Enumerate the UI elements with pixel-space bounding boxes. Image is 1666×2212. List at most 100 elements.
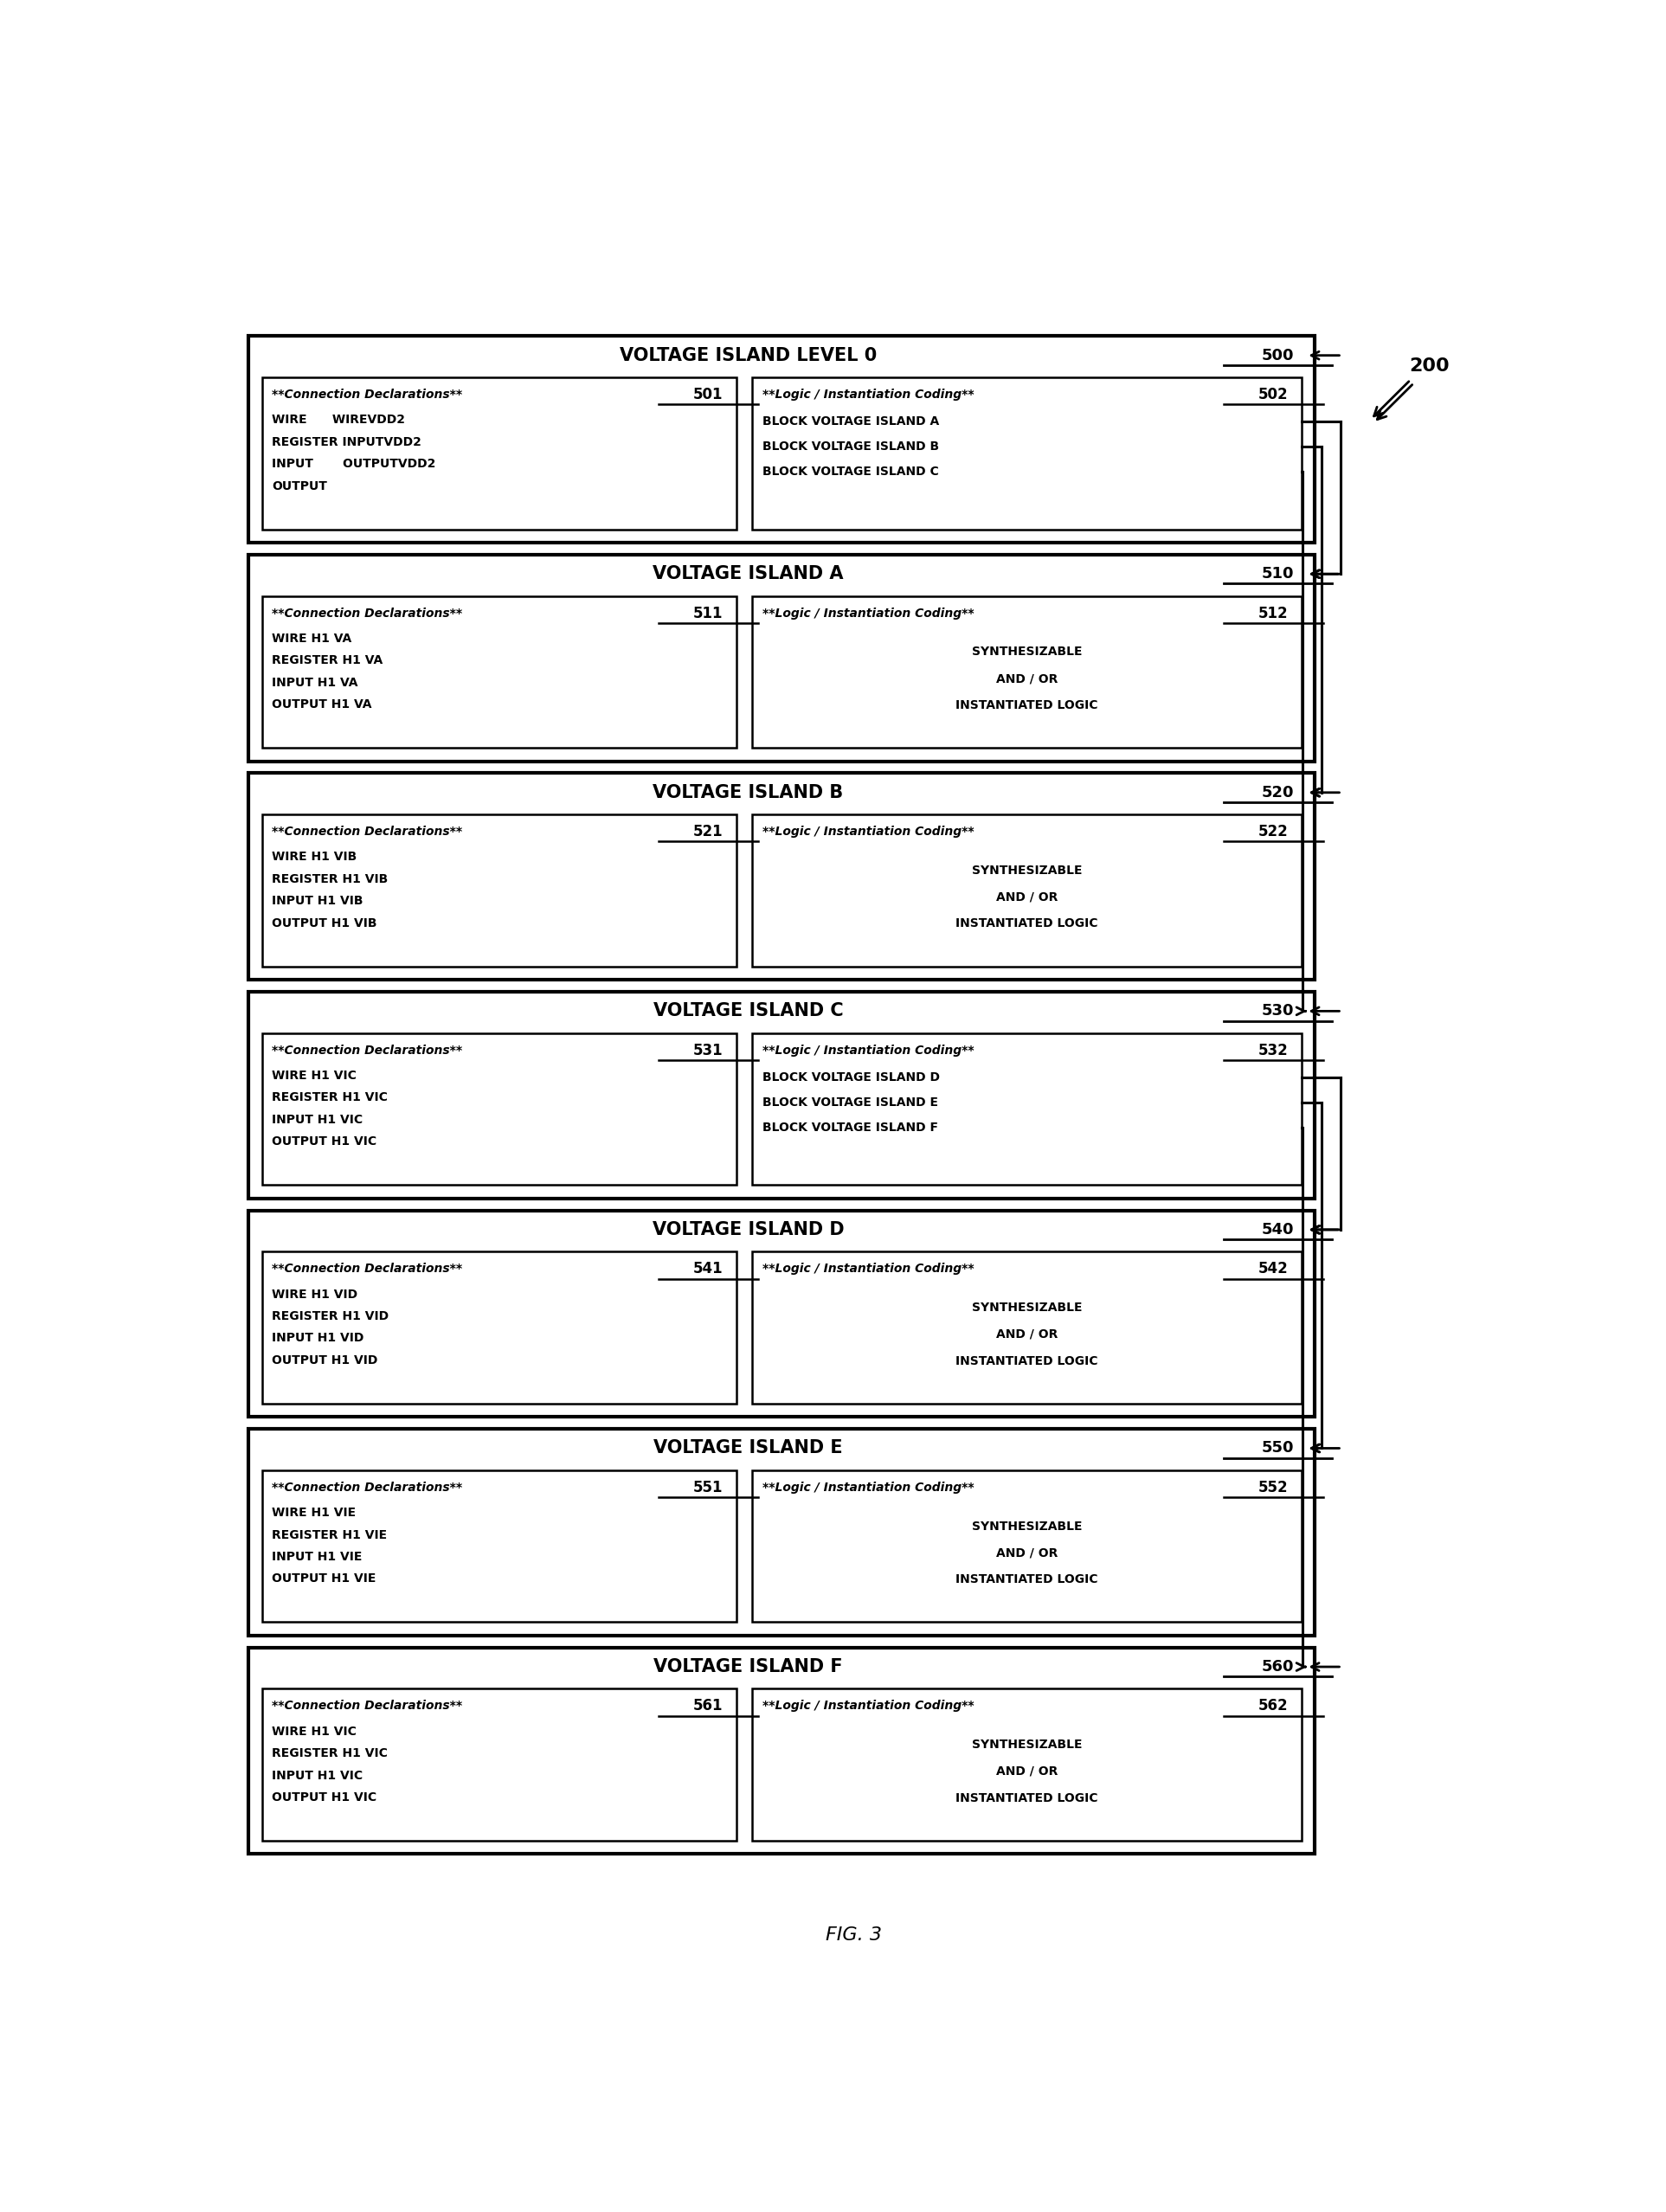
Text: INPUT H1 VIE: INPUT H1 VIE	[272, 1551, 362, 1564]
Text: OUTPUT H1 VIC: OUTPUT H1 VIC	[272, 1792, 377, 1803]
Text: WIRE H1 VA: WIRE H1 VA	[272, 633, 352, 644]
Text: BLOCK VOLTAGE ISLAND A: BLOCK VOLTAGE ISLAND A	[763, 416, 940, 427]
Text: AND / OR: AND / OR	[996, 891, 1058, 902]
Text: VOLTAGE ISLAND D: VOLTAGE ISLAND D	[653, 1221, 845, 1239]
Text: **Logic / Instantiation Coding**: **Logic / Instantiation Coding**	[763, 1482, 975, 1493]
Text: INPUT H1 VA: INPUT H1 VA	[272, 677, 358, 688]
Text: **Connection Declarations**: **Connection Declarations**	[272, 608, 463, 619]
Bar	[753, 1471, 1301, 1621]
Text: INSTANTIATED LOGIC: INSTANTIATED LOGIC	[956, 699, 1098, 712]
Text: SYNTHESIZABLE: SYNTHESIZABLE	[971, 646, 1083, 657]
Text: WIRE H1 VIC: WIRE H1 VIC	[272, 1071, 357, 1082]
Text: BLOCK VOLTAGE ISLAND C: BLOCK VOLTAGE ISLAND C	[763, 467, 940, 478]
Text: INPUT H1 VIC: INPUT H1 VIC	[272, 1770, 363, 1781]
Text: 511: 511	[693, 606, 723, 622]
Text: **Logic / Instantiation Coding**: **Logic / Instantiation Coding**	[763, 1044, 975, 1057]
Text: REGISTER H1 VA: REGISTER H1 VA	[272, 655, 383, 666]
Text: AND / OR: AND / OR	[996, 1765, 1058, 1778]
Text: WIRE      WIREVDD2: WIRE WIREVDD2	[272, 414, 405, 427]
Text: VOLTAGE ISLAND LEVEL 0: VOLTAGE ISLAND LEVEL 0	[620, 347, 876, 365]
Text: INSTANTIATED LOGIC: INSTANTIATED LOGIC	[956, 1792, 1098, 1805]
Text: **Connection Declarations**: **Connection Declarations**	[272, 1482, 463, 1493]
Text: **Logic / Instantiation Coding**: **Logic / Instantiation Coding**	[763, 825, 975, 838]
Text: OUTPUT H1 VIE: OUTPUT H1 VIE	[272, 1573, 377, 1586]
Text: 560: 560	[1261, 1659, 1294, 1674]
Text: BLOCK VOLTAGE ISLAND F: BLOCK VOLTAGE ISLAND F	[763, 1121, 938, 1135]
Text: **Connection Declarations**: **Connection Declarations**	[272, 389, 463, 400]
Text: 562: 562	[1258, 1699, 1288, 1714]
Text: **Logic / Instantiation Coding**: **Logic / Instantiation Coding**	[763, 608, 975, 619]
Text: VOLTAGE ISLAND F: VOLTAGE ISLAND F	[653, 1659, 843, 1674]
Text: 550: 550	[1261, 1440, 1294, 1455]
Text: 500: 500	[1261, 347, 1294, 363]
Text: OUTPUT H1 VIC: OUTPUT H1 VIC	[272, 1135, 377, 1148]
Text: OUTPUT H1 VIB: OUTPUT H1 VIB	[272, 918, 377, 929]
Bar	[248, 774, 1314, 980]
Text: 542: 542	[1258, 1261, 1288, 1276]
Text: 521: 521	[693, 825, 723, 841]
Bar	[262, 595, 736, 748]
Text: 531: 531	[693, 1042, 723, 1057]
Text: REGISTER H1 VIE: REGISTER H1 VIE	[272, 1528, 387, 1542]
Text: INPUT H1 VID: INPUT H1 VID	[272, 1332, 365, 1345]
Bar	[753, 1688, 1301, 1840]
Text: OUTPUT H1 VID: OUTPUT H1 VID	[272, 1354, 378, 1367]
Text: 512: 512	[1258, 606, 1288, 622]
Text: FIG. 3: FIG. 3	[826, 1927, 881, 1944]
Text: 541: 541	[693, 1261, 723, 1276]
Text: WIRE H1 VIB: WIRE H1 VIB	[272, 852, 357, 863]
Text: 501: 501	[693, 387, 723, 403]
Bar	[753, 595, 1301, 748]
Text: **Logic / Instantiation Coding**: **Logic / Instantiation Coding**	[763, 389, 975, 400]
Text: 200: 200	[1409, 358, 1449, 374]
Text: **Connection Declarations**: **Connection Declarations**	[272, 1044, 463, 1057]
Text: REGISTER H1 VIB: REGISTER H1 VIB	[272, 874, 388, 885]
Text: INSTANTIATED LOGIC: INSTANTIATED LOGIC	[956, 918, 1098, 929]
Text: 532: 532	[1258, 1042, 1288, 1057]
Text: SYNTHESIZABLE: SYNTHESIZABLE	[971, 865, 1083, 876]
Text: BLOCK VOLTAGE ISLAND B: BLOCK VOLTAGE ISLAND B	[763, 440, 940, 453]
Text: **Connection Declarations**: **Connection Declarations**	[272, 1263, 463, 1274]
Text: OUTPUT H1 VA: OUTPUT H1 VA	[272, 699, 372, 710]
Bar	[753, 814, 1301, 967]
Text: **Logic / Instantiation Coding**: **Logic / Instantiation Coding**	[763, 1701, 975, 1712]
Text: 502: 502	[1258, 387, 1288, 403]
Text: INPUT H1 VIB: INPUT H1 VIB	[272, 896, 363, 907]
Text: 530: 530	[1261, 1004, 1294, 1020]
Text: **Connection Declarations**: **Connection Declarations**	[272, 1701, 463, 1712]
Bar	[753, 1252, 1301, 1405]
Text: REGISTER INPUTVDD2: REGISTER INPUTVDD2	[272, 436, 421, 449]
Text: 522: 522	[1258, 825, 1288, 841]
Text: OUTPUT: OUTPUT	[272, 480, 327, 491]
Bar	[248, 1210, 1314, 1418]
Text: VOLTAGE ISLAND E: VOLTAGE ISLAND E	[653, 1440, 843, 1458]
Text: INPUT H1 VIC: INPUT H1 VIC	[272, 1113, 363, 1126]
Text: 520: 520	[1261, 785, 1294, 801]
Bar	[248, 1648, 1314, 1854]
Text: BLOCK VOLTAGE ISLAND D: BLOCK VOLTAGE ISLAND D	[763, 1071, 940, 1084]
Text: WIRE H1 VIE: WIRE H1 VIE	[272, 1506, 357, 1520]
Text: INPUT       OUTPUTVDD2: INPUT OUTPUTVDD2	[272, 458, 436, 471]
Text: 551: 551	[693, 1480, 723, 1495]
Bar	[248, 336, 1314, 542]
Text: INSTANTIATED LOGIC: INSTANTIATED LOGIC	[956, 1356, 1098, 1367]
Bar	[248, 555, 1314, 761]
Text: 510: 510	[1261, 566, 1294, 582]
Text: WIRE H1 VIC: WIRE H1 VIC	[272, 1725, 357, 1736]
Text: WIRE H1 VID: WIRE H1 VID	[272, 1287, 358, 1301]
Text: VOLTAGE ISLAND A: VOLTAGE ISLAND A	[653, 566, 843, 582]
Text: **Logic / Instantiation Coding**: **Logic / Instantiation Coding**	[763, 1263, 975, 1274]
Text: AND / OR: AND / OR	[996, 1327, 1058, 1340]
Text: BLOCK VOLTAGE ISLAND E: BLOCK VOLTAGE ISLAND E	[763, 1097, 938, 1108]
Bar	[753, 1033, 1301, 1186]
Text: 540: 540	[1261, 1221, 1294, 1237]
Bar	[753, 378, 1301, 529]
Text: REGISTER H1 VID: REGISTER H1 VID	[272, 1310, 388, 1323]
Bar	[262, 814, 736, 967]
Bar	[262, 1471, 736, 1621]
Text: SYNTHESIZABLE: SYNTHESIZABLE	[971, 1520, 1083, 1533]
Text: AND / OR: AND / OR	[996, 672, 1058, 686]
Bar	[248, 991, 1314, 1199]
Bar	[262, 378, 736, 529]
Text: 552: 552	[1258, 1480, 1288, 1495]
